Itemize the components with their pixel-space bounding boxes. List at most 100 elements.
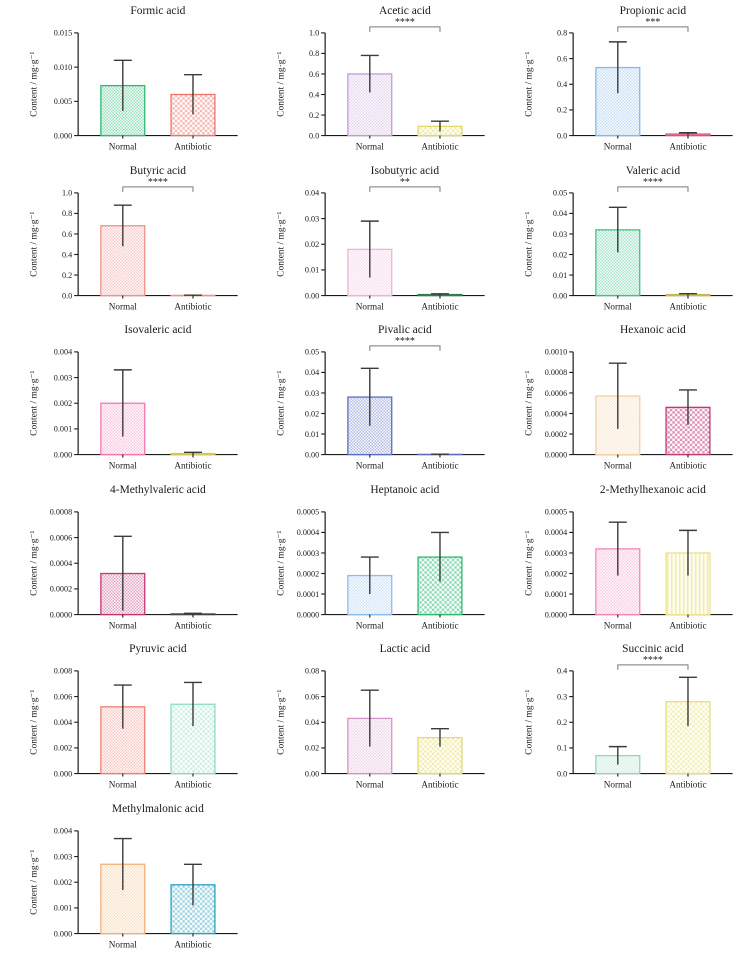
category-label: Antibiotic xyxy=(669,620,706,630)
y-tick-label: 0.4 xyxy=(557,667,567,676)
bracket-line xyxy=(616,664,689,670)
chart-propionic-acid: Propionic acid 0.0 0.2 0.4 0.6 0.8 Content / m… xyxy=(524,5,733,152)
significance-stars: **** xyxy=(643,176,663,187)
chart-title: Pivalic acid xyxy=(378,324,432,336)
y-tick-label: 0.0002 xyxy=(544,430,566,439)
bracket-line xyxy=(616,26,689,32)
significance-bracket: *** xyxy=(616,17,689,32)
category-label: Normal xyxy=(109,461,137,471)
y-tick-label: 0.02 xyxy=(553,250,567,259)
y-tick-label: 0.0003 xyxy=(297,548,319,557)
category-label: Normal xyxy=(356,620,384,630)
y-tick-label: 0.04 xyxy=(305,718,319,727)
y-tick-label: 0.3 xyxy=(557,692,567,701)
y-tick-label: 0.08 xyxy=(305,667,319,676)
significance-bracket: **** xyxy=(369,336,441,351)
y-tick-label: 0.0 xyxy=(557,769,567,778)
y-tick-label: 1.0 xyxy=(62,188,72,197)
chart-cell-propionic-acid: Propionic acid 0.0 0.2 0.4 0.6 0.8 Content / m… xyxy=(495,0,742,160)
chart-cell-pivalic-acid: Pivalic acid 0.00 0.01 0.02 0.03 0.04 0.05 Cont… xyxy=(247,319,494,479)
category-label: Antibiotic xyxy=(174,142,211,152)
chart-title: Formic acid xyxy=(130,5,185,17)
y-tick-label: 0.8 xyxy=(557,29,567,38)
y-tick-label: 0.2 xyxy=(309,111,319,120)
category-label: Antibiotic xyxy=(669,142,706,152)
significance-bracket: **** xyxy=(369,17,441,32)
chart-succinic-acid: Succinic acid 0.0 0.1 0.2 0.3 0.4 Content / mg… xyxy=(524,643,733,790)
chart-pyruvic-acid: Pyruvic acid 0.000 0.002 0.004 0.006 0.008 Con… xyxy=(29,643,238,790)
y-tick-label: 0.0 xyxy=(62,291,72,300)
y-tick-label: 0.00 xyxy=(305,291,319,300)
bracket-line xyxy=(122,185,194,192)
significance-stars: ** xyxy=(400,176,410,187)
significance-stars: **** xyxy=(395,17,415,28)
y-tick-label: 0.1 xyxy=(557,744,567,753)
y-tick-label: 0.000 xyxy=(54,131,72,140)
y-tick-label: 0.0005 xyxy=(544,507,566,516)
bracket-line xyxy=(369,185,441,192)
chart-heptanoic-acid: Heptanoic acid 0.0000 0.0001 0.0002 0.0003 0.… xyxy=(277,483,485,630)
y-tick-label: 0.00 xyxy=(553,291,567,300)
y-tick-label: 0.0006 xyxy=(50,533,72,542)
y-tick-label: 0.003 xyxy=(54,373,72,382)
y-tick-label: 0.04 xyxy=(305,188,319,197)
y-tick-label: 0.6 xyxy=(62,229,72,238)
chart-pivalic-acid: Pivalic acid 0.00 0.01 0.02 0.03 0.04 0.05 Cont… xyxy=(277,324,485,471)
chart-title: 4-Methylvaleric acid xyxy=(110,483,206,495)
significance-bracket: **** xyxy=(616,655,689,670)
chart-acetic-acid: Acetic acid 0.0 0.2 0.4 0.6 0.8 1.0 Content / m… xyxy=(277,5,485,152)
category-label: Antibiotic xyxy=(174,780,211,790)
y-tick-label: 0.4 xyxy=(557,80,567,89)
y-tick-label: 0.8 xyxy=(309,49,319,58)
y-tick-label: 0.0010 xyxy=(544,348,566,357)
category-label: Normal xyxy=(356,780,384,790)
y-axis-label: Content / mg·g⁻¹ xyxy=(29,689,39,754)
y-axis-label: Content / mg·g⁻¹ xyxy=(277,370,287,435)
y-tick-label: 0.0002 xyxy=(297,569,319,578)
significance-stars: *** xyxy=(645,17,660,28)
chart-title: Methylmalonic acid xyxy=(112,802,204,814)
chart-cell-succinic-acid: Succinic acid 0.0 0.1 0.2 0.3 0.4 Content / mg… xyxy=(495,638,742,798)
chart-cell-4-methylvaleric-acid: 4-Methylvaleric acid 0.0000 0.0002 0.0004 0.… xyxy=(0,479,247,639)
y-tick-label: 0.01 xyxy=(305,430,319,439)
category-label: Antibiotic xyxy=(174,620,211,630)
significance-stars: **** xyxy=(643,655,663,666)
y-tick-label: 0.03 xyxy=(553,229,567,238)
chart-title: Butyric acid xyxy=(130,164,187,176)
category-label: Normal xyxy=(603,620,631,630)
chart-cell-methylmalonic-acid: Methylmalonic acid 0.000 0.001 0.002 0.003 0.… xyxy=(0,798,247,957)
y-tick-label: 0.002 xyxy=(54,744,72,753)
chart-cell-isovaleric-acid: Isovaleric acid 0.000 0.001 0.002 0.003 0.004… xyxy=(0,319,247,479)
y-axis-label: Content / mg·g⁻¹ xyxy=(524,689,534,754)
y-tick-label: 0.06 xyxy=(305,692,319,701)
chart-cell-hexanoic-acid: Hexanoic acid 0.0000 0.0002 0.0004 0.0006 0.0… xyxy=(495,319,742,479)
y-tick-label: 0.0003 xyxy=(544,548,566,557)
category-label: Antibiotic xyxy=(174,939,211,949)
y-tick-label: 0.0004 xyxy=(50,559,72,568)
y-tick-label: 0.03 xyxy=(305,389,319,398)
y-tick-label: 0.01 xyxy=(553,270,567,279)
category-label: Normal xyxy=(109,939,137,949)
significance-bracket: **** xyxy=(122,176,194,192)
chart-hexanoic-acid: Hexanoic acid 0.0000 0.0002 0.0004 0.0006 0.0… xyxy=(524,324,733,471)
y-tick-label: 0.0000 xyxy=(50,610,72,619)
y-tick-label: 0.02 xyxy=(305,744,319,753)
significance-stars: **** xyxy=(148,176,168,187)
chart-cell-isobutyric-acid: Isobutyric acid 0.00 0.01 0.02 0.03 0.04 Conte… xyxy=(247,160,494,320)
y-axis-label: Content / mg·g⁻¹ xyxy=(524,211,534,276)
y-tick-label: 0.006 xyxy=(54,692,72,701)
y-tick-label: 0.0006 xyxy=(544,389,566,398)
chart-lactic-acid: Lactic acid 0.00 0.02 0.04 0.06 0.08 Content /… xyxy=(277,643,485,790)
y-axis-label: Content / mg·g⁻¹ xyxy=(29,849,39,914)
chart-title: Isovaleric acid xyxy=(124,324,191,336)
y-tick-label: 0.004 xyxy=(54,718,72,727)
category-label: Antibiotic xyxy=(422,620,459,630)
category-label: Normal xyxy=(356,142,384,152)
chart-2-methylhexanoic-acid: 2-Methylhexanoic acid 0.0000 0.0001 0.0002 0… xyxy=(524,483,733,630)
y-tick-label: 0.04 xyxy=(553,209,567,218)
y-tick-label: 0.0004 xyxy=(544,409,566,418)
y-tick-label: 0.01 xyxy=(305,265,319,274)
y-tick-label: 0.4 xyxy=(309,90,319,99)
chart-cell-2-methylhexanoic-acid: 2-Methylhexanoic acid 0.0000 0.0001 0.0002 0… xyxy=(495,479,742,639)
